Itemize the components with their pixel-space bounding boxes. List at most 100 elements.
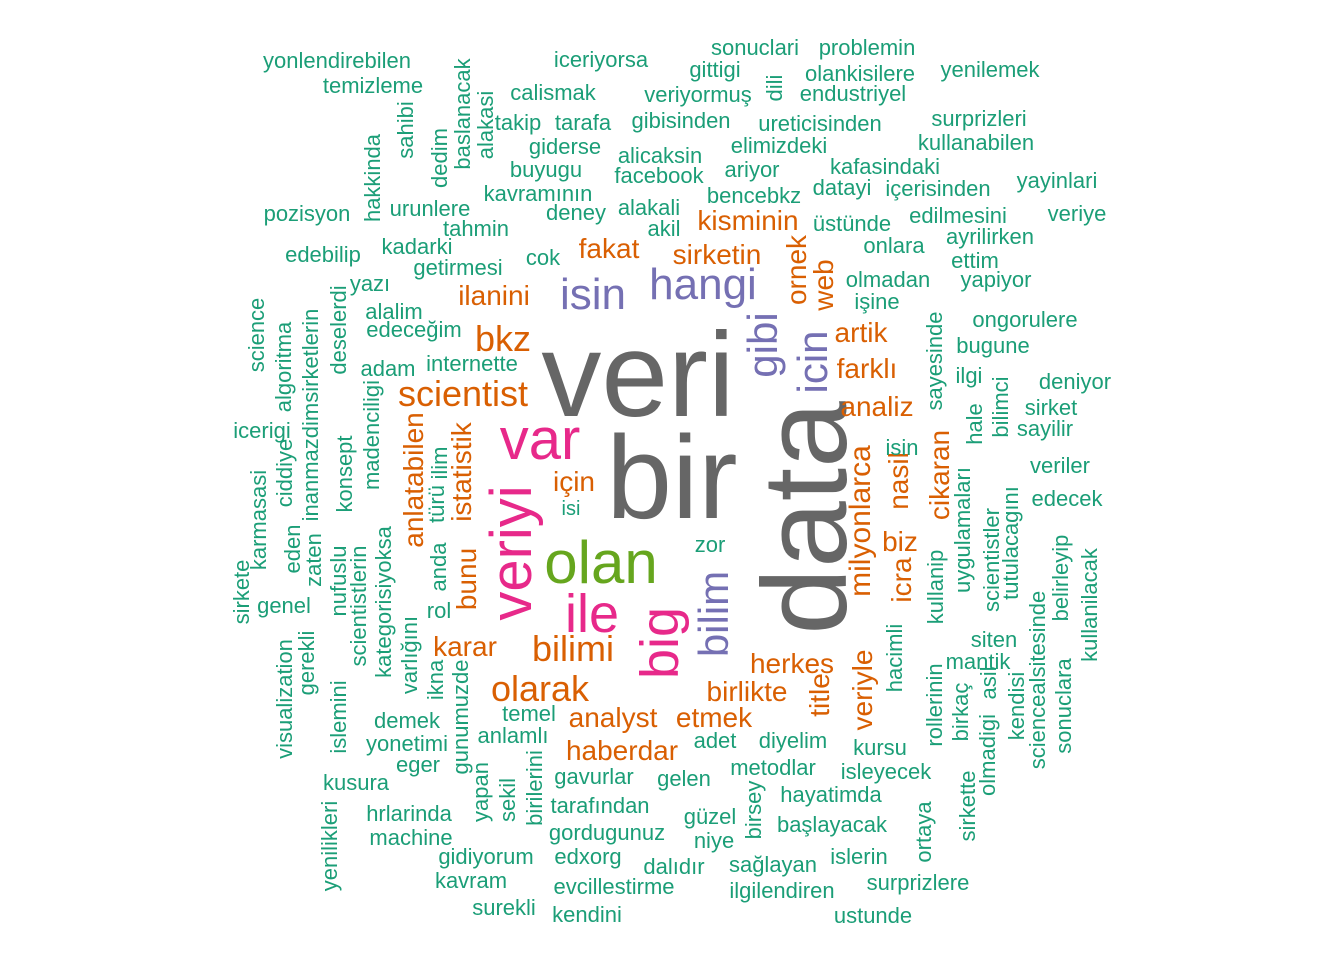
word-small: olmadan bbox=[845, 267, 931, 292]
word-small: edeceğim bbox=[366, 317, 462, 342]
word-analyst: analyst bbox=[568, 702, 658, 733]
word-small: adam bbox=[360, 356, 416, 381]
word-small: edilmesini bbox=[909, 203, 1007, 228]
word-birlikte: birlikte bbox=[706, 676, 788, 707]
word-small: ayrilirken bbox=[945, 224, 1035, 249]
word-vertical: zaten bbox=[301, 533, 326, 587]
word-small: yapiyor bbox=[960, 267, 1032, 292]
word-vertical: kullanilacak bbox=[1077, 548, 1102, 662]
word-small: hrlarinda bbox=[366, 801, 452, 826]
word-small: edebilip bbox=[285, 242, 361, 267]
word-small: surprizleri bbox=[931, 106, 1027, 131]
word-small: veriler bbox=[1030, 453, 1090, 478]
word-vertical: sahibi bbox=[393, 101, 418, 159]
word-small: anlamlı bbox=[477, 723, 549, 748]
word-ornek: ornek bbox=[781, 234, 812, 306]
word-milyonlarca: milyonlarca bbox=[844, 445, 877, 597]
word-small: sayilir bbox=[1016, 416, 1074, 441]
word-small: iceriyorsa bbox=[553, 47, 649, 72]
word-vertical: madenciligi bbox=[359, 379, 384, 491]
word-vertical: inanmazdimsirketlerin bbox=[298, 308, 323, 522]
word-small: sirket bbox=[1024, 395, 1078, 420]
word-small: machine bbox=[369, 825, 453, 850]
word-vertical: kullanip bbox=[923, 549, 948, 625]
word-small: internette bbox=[426, 351, 518, 376]
word-small: problemin bbox=[818, 35, 916, 60]
word-small: evcillestirme bbox=[553, 874, 675, 899]
word-vertical: sekil bbox=[495, 777, 520, 823]
word-haberdar: haberdar bbox=[565, 735, 679, 766]
word-vertical: science bbox=[244, 297, 269, 373]
word-small: edxorg bbox=[554, 844, 622, 869]
word-small: içerisinden bbox=[885, 176, 991, 201]
word-vertical: scientistlerin bbox=[346, 545, 371, 667]
word-vertical: sayesinde bbox=[922, 311, 947, 411]
word-vertical: ortaya bbox=[911, 801, 936, 863]
word-vertical: hacimli bbox=[882, 623, 907, 693]
word-karar: karar bbox=[433, 631, 497, 662]
word-small: pozisyon bbox=[263, 201, 351, 226]
word-small: tahmin bbox=[442, 216, 510, 241]
word-small: temizleme bbox=[322, 73, 424, 98]
word-small: sonuclari bbox=[710, 35, 800, 60]
word-small: ariyor bbox=[724, 157, 780, 182]
word-small: kavram bbox=[434, 868, 508, 893]
word-small: yonetimi bbox=[366, 731, 448, 756]
word-vertical: ilim bbox=[427, 446, 452, 480]
word-vertical: birilerini bbox=[522, 750, 547, 826]
word-vertical: asil bbox=[976, 666, 1001, 700]
word-vertical: deselerdi bbox=[326, 285, 351, 375]
word-small: isi bbox=[561, 498, 581, 520]
word-small: islerin bbox=[830, 844, 888, 869]
word-small: kursu bbox=[853, 735, 907, 760]
word-small: datayi bbox=[812, 175, 872, 200]
word-vertical: gerekli bbox=[294, 630, 319, 696]
word-small: kusura bbox=[322, 770, 390, 795]
word-big: big bbox=[630, 606, 690, 680]
word-istatistik: istatistik bbox=[446, 422, 477, 522]
word-var: var bbox=[499, 407, 581, 472]
word-small: ureticisinden bbox=[758, 111, 882, 136]
word-small: demek bbox=[373, 708, 441, 733]
word-small: takip bbox=[494, 110, 542, 135]
word-small: gittigi bbox=[689, 57, 741, 82]
word-veriyi: veriyi bbox=[479, 485, 544, 621]
word-small: urunlere bbox=[389, 196, 471, 221]
word-small: işine bbox=[854, 289, 900, 314]
word-isin: isin bbox=[559, 270, 627, 319]
word-small: tarafından bbox=[550, 793, 650, 818]
word-vertical: varlığını bbox=[397, 615, 422, 695]
word-small: zor bbox=[694, 532, 726, 557]
word-small: surprizlere bbox=[866, 870, 970, 895]
word-small: yonlendirebilen bbox=[263, 48, 411, 73]
word-veri: veri bbox=[541, 308, 735, 442]
word-fakat: fakat bbox=[578, 233, 640, 264]
word-small: onlara bbox=[863, 233, 925, 258]
word-small: metodlar bbox=[730, 755, 816, 780]
word-vertical: sirkete bbox=[229, 559, 254, 625]
word-small: yayinlari bbox=[1016, 168, 1098, 193]
word-small: cok bbox=[525, 245, 561, 270]
word-small: mantik bbox=[945, 649, 1011, 674]
word-small: alalim bbox=[365, 299, 423, 324]
word-vertical: dedim bbox=[427, 128, 452, 188]
word-small: deniyor bbox=[1038, 369, 1112, 394]
word-ilanini: ilanini bbox=[458, 280, 530, 311]
word-small: isleyecek bbox=[840, 759, 932, 784]
word-web: web bbox=[808, 259, 839, 311]
word-small: olankisilere bbox=[804, 61, 916, 86]
word-kisminin: kisminin bbox=[697, 205, 799, 236]
word-vertical: algoritma bbox=[271, 321, 296, 413]
word-bunu: bunu bbox=[451, 547, 482, 611]
word-etmek: etmek bbox=[675, 702, 753, 733]
word-bkz: bkz bbox=[474, 318, 532, 359]
word-small: ustunde bbox=[833, 903, 913, 928]
word-small: ongorulere bbox=[972, 307, 1078, 332]
word-small: gordugunuz bbox=[548, 820, 666, 845]
word-small: tarafa bbox=[554, 110, 612, 135]
word-small: kadarki bbox=[381, 234, 453, 259]
word-small: buyugu bbox=[509, 157, 583, 182]
word-small: kafasindaki bbox=[829, 154, 941, 179]
word-small: kavramının bbox=[483, 181, 593, 206]
